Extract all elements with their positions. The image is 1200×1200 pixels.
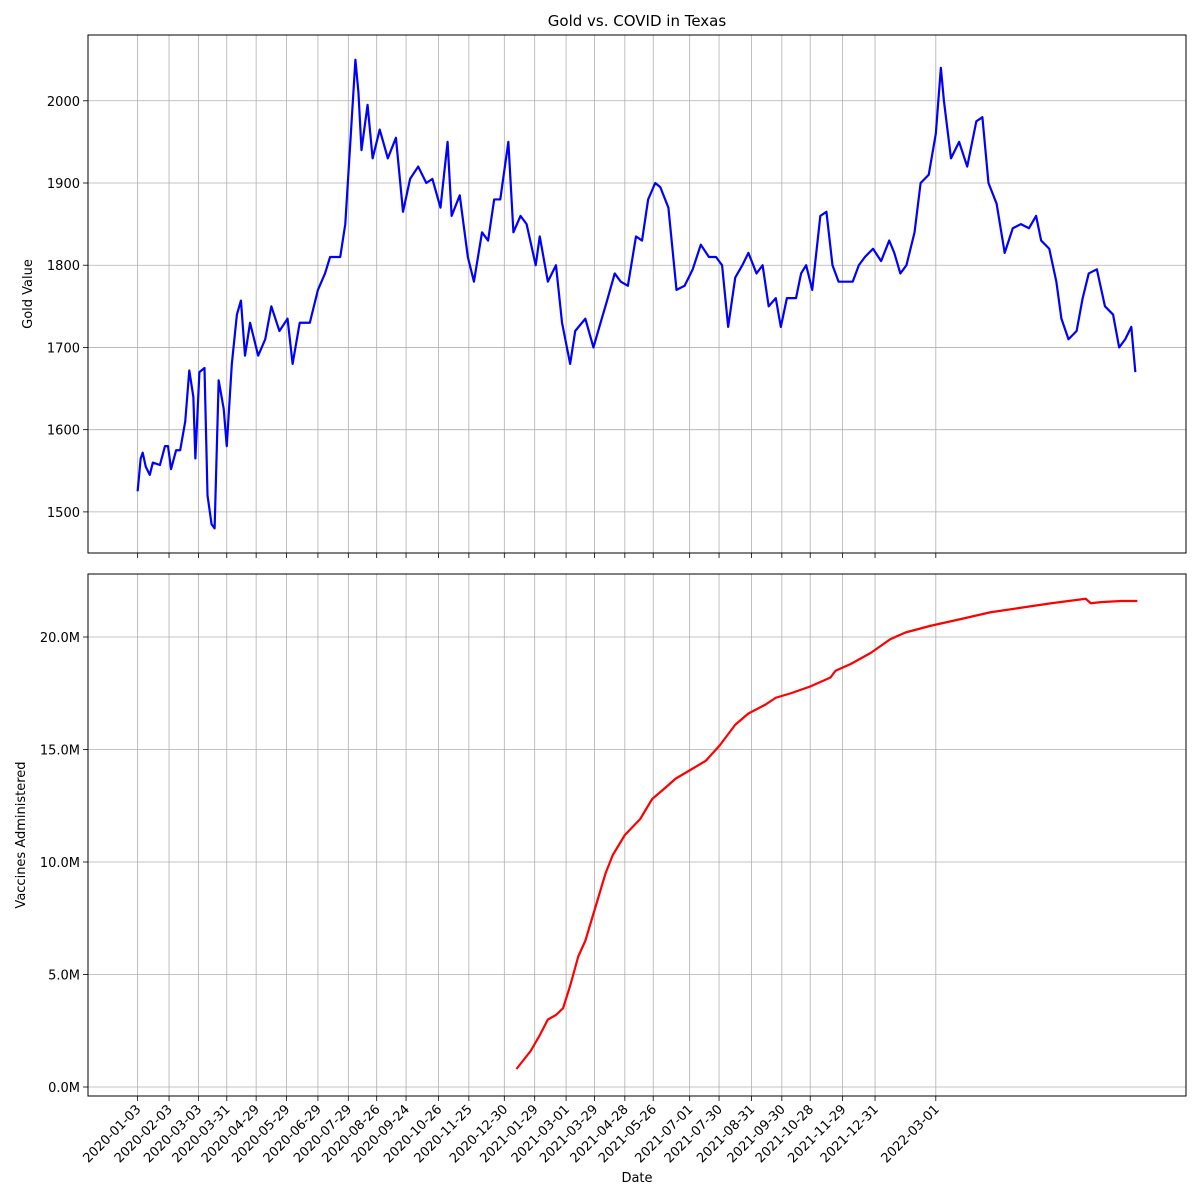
y-tick-label: 1500 [47, 506, 80, 521]
data-line [515, 597, 1138, 1070]
x-tick-label: 2022-03-01 [879, 1102, 943, 1166]
data-line [136, 58, 1137, 530]
y-tick-label: 2000 [47, 95, 80, 110]
y-tick-label: 5.0M [48, 969, 80, 984]
chart-title: Gold vs. COVID in Texas [548, 12, 727, 30]
y-tick-label: 0.0M [48, 1081, 80, 1096]
y-tick-label: 10.0M [40, 856, 80, 871]
y-axis-label: Gold Value [21, 259, 36, 329]
y-axis-label: Vaccines Administered [14, 761, 29, 908]
y-tick-label: 1600 [47, 424, 80, 439]
y-tick-label: 1700 [47, 341, 80, 356]
y-tick-label: 20.0M [40, 631, 80, 646]
x-axis-label: Date [621, 1171, 652, 1186]
y-tick-label: 15.0M [40, 744, 80, 759]
y-tick-label: 1800 [47, 259, 80, 274]
y-tick-label: 1900 [47, 177, 80, 192]
axes-frame [87, 34, 1187, 554]
axes-frame [87, 573, 1187, 1097]
